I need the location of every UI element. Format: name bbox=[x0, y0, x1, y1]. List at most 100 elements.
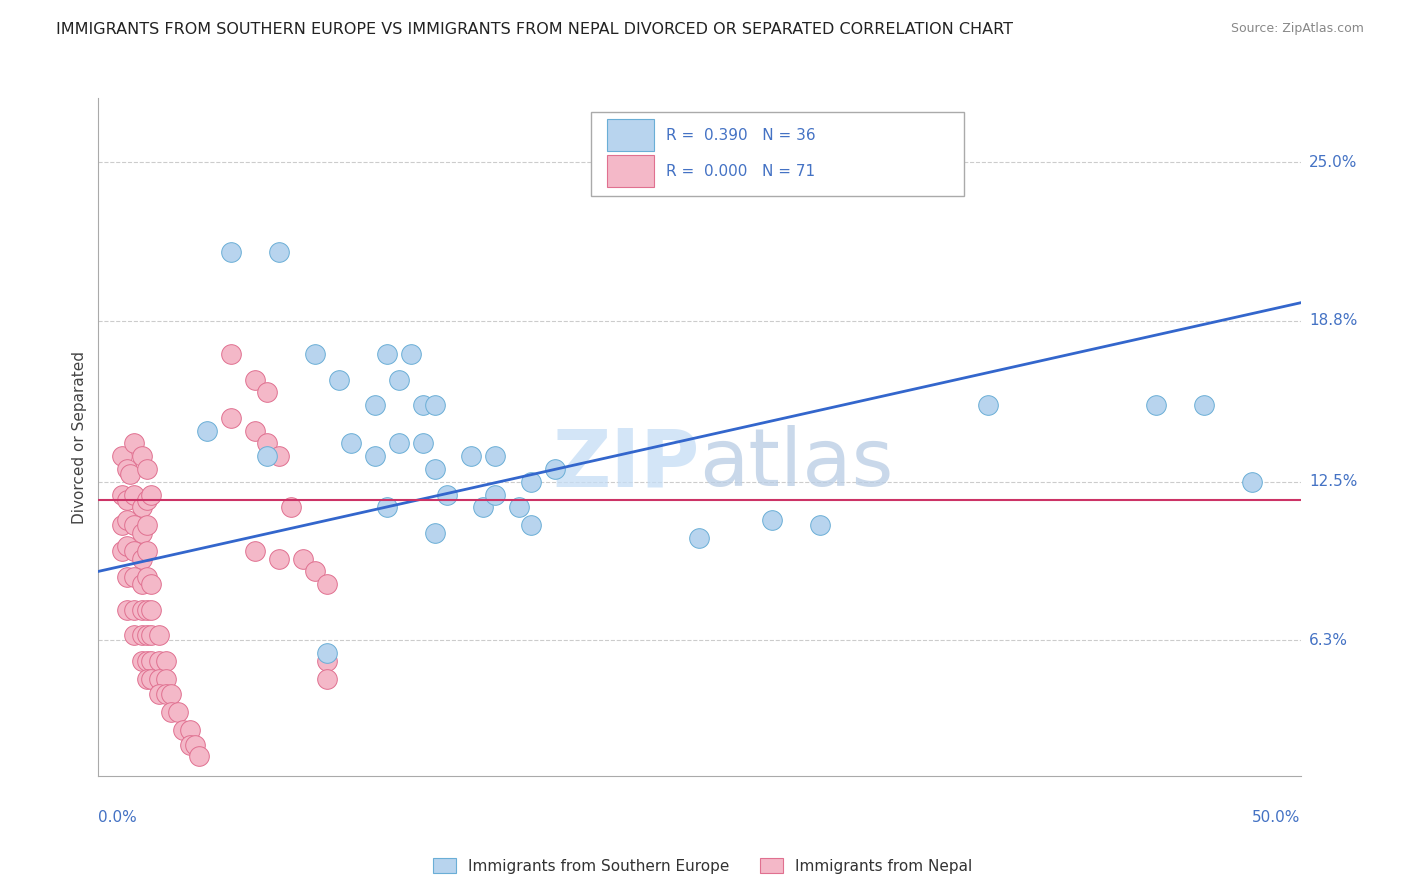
Point bbox=[141, 577, 163, 591]
Point bbox=[188, 748, 211, 763]
Text: 50.0%: 50.0% bbox=[1253, 810, 1301, 825]
Point bbox=[155, 687, 177, 701]
Point bbox=[267, 450, 290, 464]
Text: 25.0%: 25.0% bbox=[1309, 154, 1357, 169]
Point bbox=[124, 544, 146, 558]
Point bbox=[484, 488, 506, 502]
Point bbox=[484, 450, 506, 464]
Point bbox=[148, 687, 170, 701]
Point bbox=[118, 467, 141, 482]
Point bbox=[977, 398, 1000, 412]
Point bbox=[166, 705, 188, 719]
Point bbox=[111, 544, 134, 558]
Point bbox=[124, 569, 146, 583]
Point bbox=[256, 450, 278, 464]
Point bbox=[141, 488, 163, 502]
Point bbox=[131, 654, 153, 668]
FancyBboxPatch shape bbox=[607, 155, 654, 187]
Point bbox=[304, 347, 326, 361]
Point bbox=[117, 513, 139, 527]
Text: atlas: atlas bbox=[699, 425, 894, 503]
Point bbox=[460, 450, 482, 464]
Y-axis label: Divorced or Separated: Divorced or Separated bbox=[72, 351, 87, 524]
Point bbox=[219, 244, 242, 259]
Point bbox=[179, 723, 201, 737]
Point bbox=[131, 450, 153, 464]
Point bbox=[520, 475, 543, 489]
Point bbox=[111, 450, 134, 464]
Point bbox=[472, 500, 495, 515]
Point bbox=[141, 603, 163, 617]
Point bbox=[1241, 475, 1264, 489]
Point bbox=[808, 518, 831, 533]
Point bbox=[183, 739, 205, 753]
Point bbox=[544, 462, 567, 476]
Point bbox=[135, 672, 157, 686]
Point bbox=[117, 492, 139, 507]
Point bbox=[155, 672, 177, 686]
Text: 6.3%: 6.3% bbox=[1309, 633, 1348, 648]
Text: 12.5%: 12.5% bbox=[1309, 475, 1357, 490]
Point bbox=[124, 436, 146, 450]
Point bbox=[141, 654, 163, 668]
Point bbox=[375, 500, 398, 515]
Point bbox=[135, 603, 157, 617]
Text: 0.0%: 0.0% bbox=[98, 810, 138, 825]
Point bbox=[131, 500, 153, 515]
Point bbox=[412, 436, 434, 450]
Point bbox=[117, 539, 139, 553]
FancyBboxPatch shape bbox=[607, 120, 654, 152]
Point bbox=[124, 603, 146, 617]
Point bbox=[388, 372, 411, 386]
Point bbox=[267, 244, 290, 259]
Point bbox=[243, 544, 266, 558]
Point bbox=[412, 398, 434, 412]
Text: Source: ZipAtlas.com: Source: ZipAtlas.com bbox=[1230, 22, 1364, 36]
Point bbox=[117, 603, 139, 617]
Point bbox=[315, 654, 337, 668]
Point bbox=[135, 544, 157, 558]
Point bbox=[280, 500, 302, 515]
Point bbox=[135, 518, 157, 533]
Point bbox=[1194, 398, 1216, 412]
Text: 18.8%: 18.8% bbox=[1309, 313, 1357, 328]
Point bbox=[375, 347, 398, 361]
Text: R =  0.390   N = 36: R = 0.390 N = 36 bbox=[666, 128, 815, 143]
Point bbox=[159, 687, 181, 701]
Point bbox=[219, 410, 242, 425]
Point bbox=[117, 462, 139, 476]
Point bbox=[135, 462, 157, 476]
Point bbox=[388, 436, 411, 450]
Point bbox=[124, 488, 146, 502]
Text: IMMIGRANTS FROM SOUTHERN EUROPE VS IMMIGRANTS FROM NEPAL DIVORCED OR SEPARATED C: IMMIGRANTS FROM SOUTHERN EUROPE VS IMMIG… bbox=[56, 22, 1014, 37]
Point bbox=[148, 628, 170, 642]
Point bbox=[131, 526, 153, 541]
Text: ZIP: ZIP bbox=[553, 425, 699, 503]
Point bbox=[148, 654, 170, 668]
Point bbox=[364, 398, 387, 412]
Point bbox=[219, 347, 242, 361]
Point bbox=[135, 569, 157, 583]
Point bbox=[131, 628, 153, 642]
Point bbox=[111, 488, 134, 502]
Point bbox=[124, 518, 146, 533]
Point bbox=[135, 628, 157, 642]
Point bbox=[688, 531, 710, 545]
Point bbox=[315, 577, 337, 591]
Point bbox=[436, 488, 458, 502]
FancyBboxPatch shape bbox=[592, 112, 965, 196]
Point bbox=[148, 672, 170, 686]
Point bbox=[243, 372, 266, 386]
Point bbox=[508, 500, 530, 515]
Point bbox=[131, 603, 153, 617]
Point bbox=[111, 518, 134, 533]
Point bbox=[761, 513, 783, 527]
Point bbox=[256, 385, 278, 400]
Point bbox=[141, 628, 163, 642]
Text: R =  0.000   N = 71: R = 0.000 N = 71 bbox=[666, 164, 815, 178]
Point bbox=[155, 654, 177, 668]
Point bbox=[195, 424, 218, 438]
Point bbox=[267, 551, 290, 566]
Point bbox=[131, 551, 153, 566]
Point bbox=[423, 398, 446, 412]
